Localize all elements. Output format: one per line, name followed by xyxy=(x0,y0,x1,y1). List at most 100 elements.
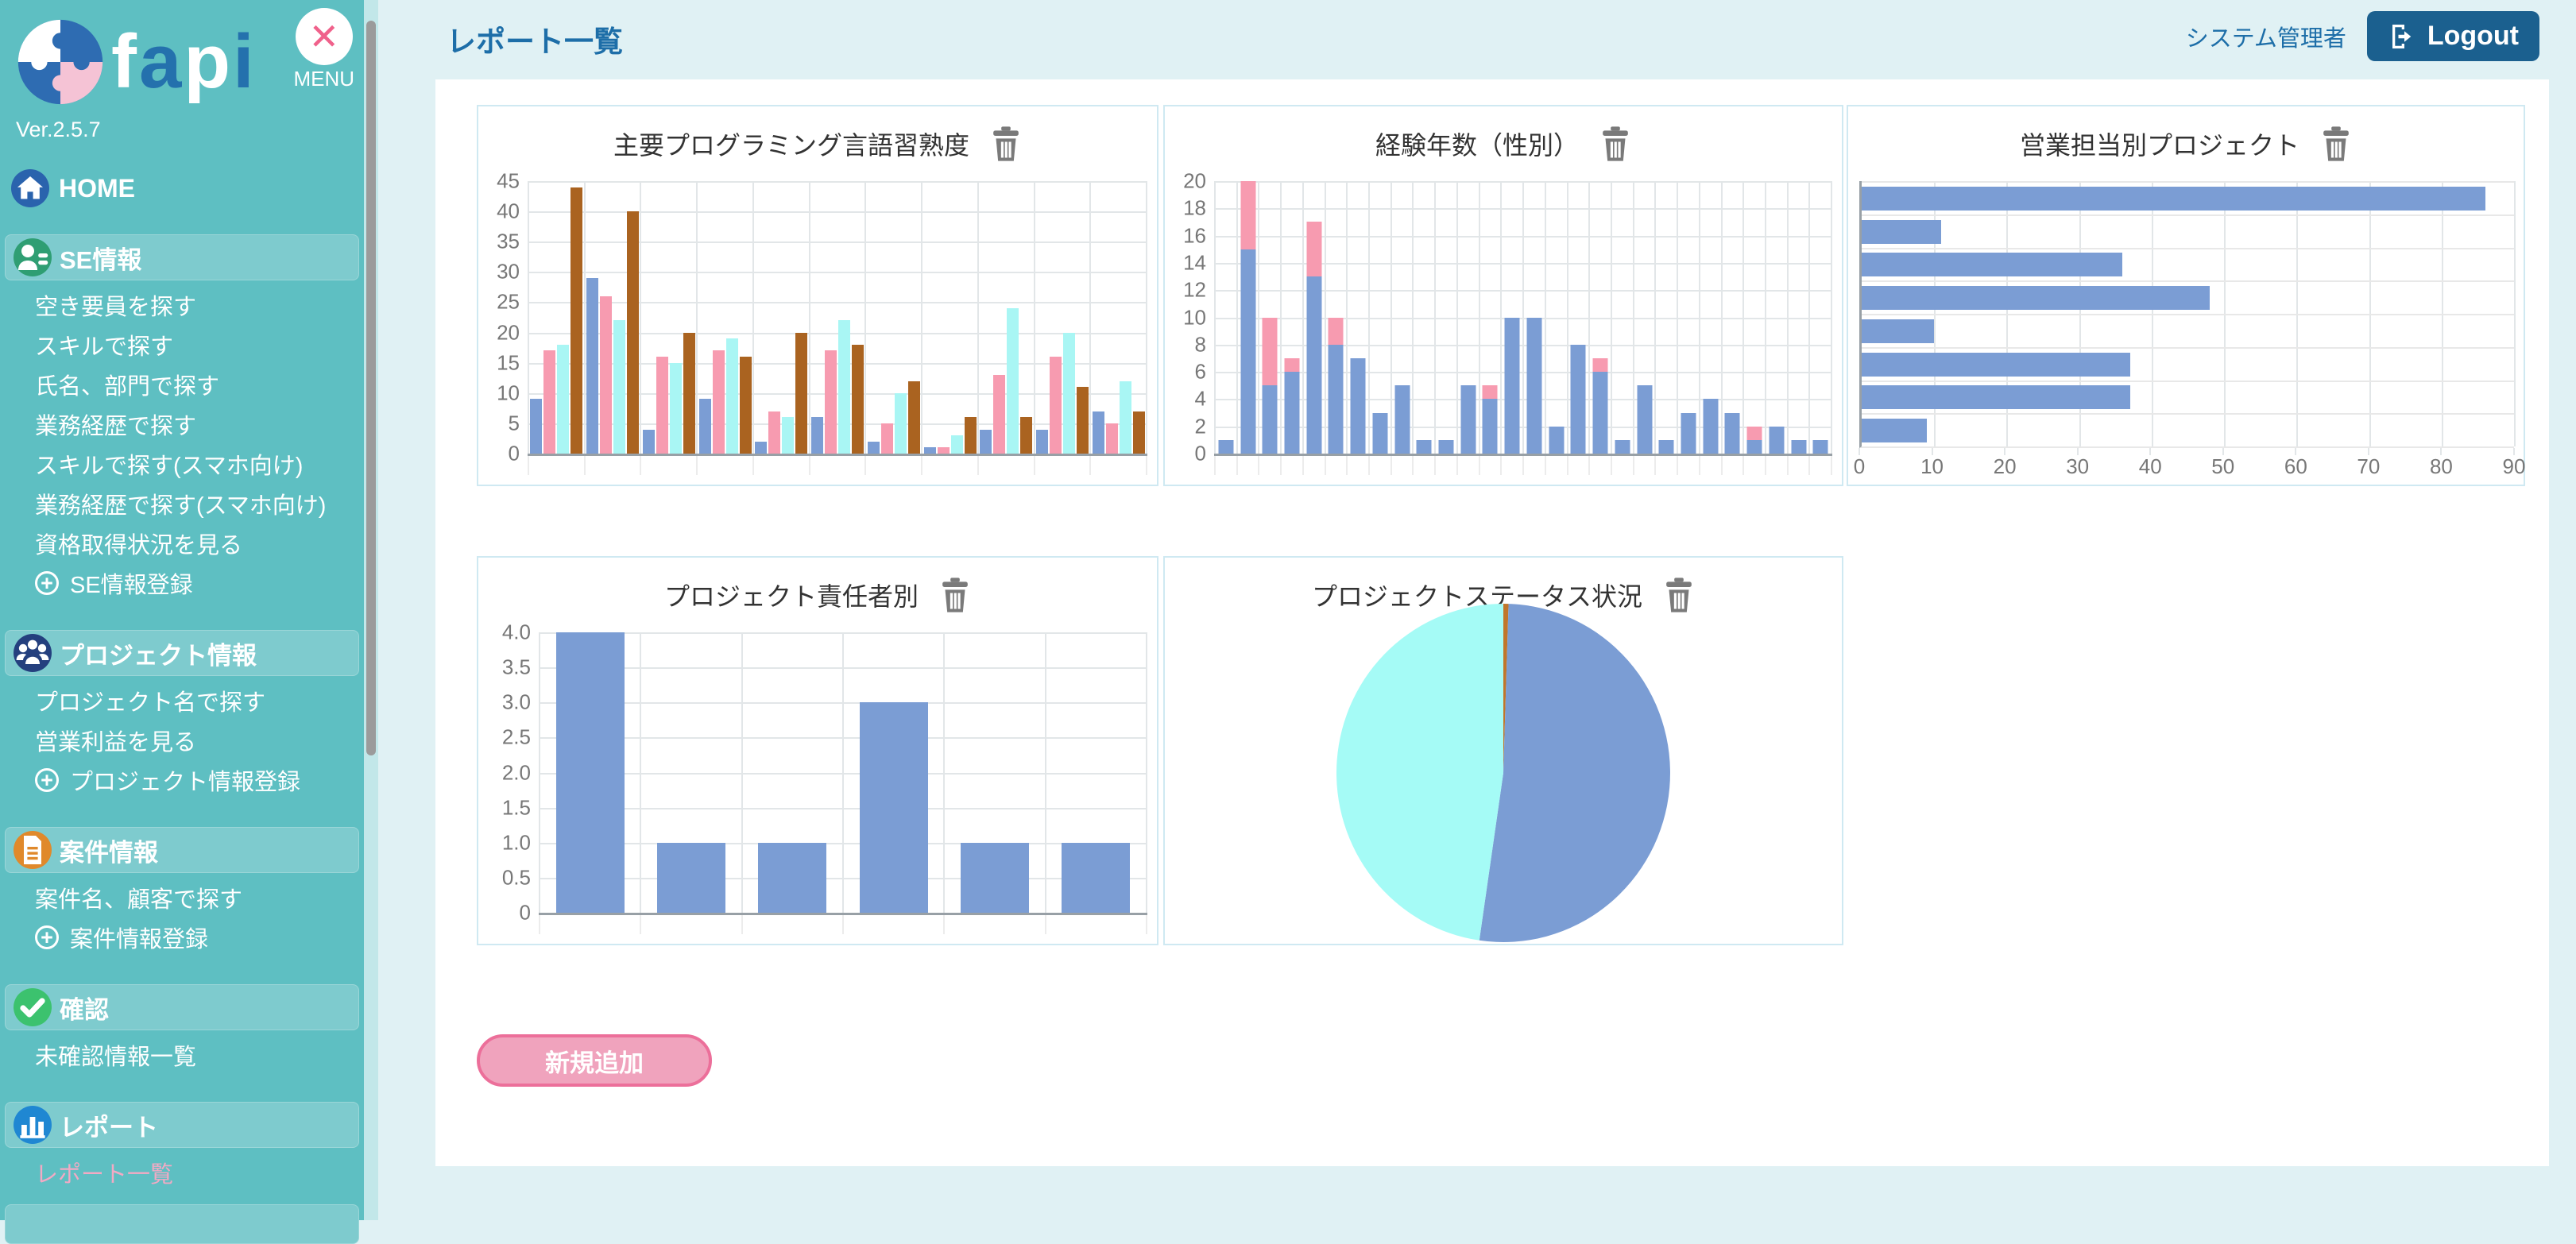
sidebar-item-label: 氏名、部門で探す xyxy=(35,368,219,401)
sidebar-item[interactable]: +SE情報登録 xyxy=(0,563,378,603)
sidebar-section-header-0[interactable]: SE情報 xyxy=(5,234,359,280)
tick-cell xyxy=(1765,456,1787,475)
tick-mark xyxy=(2004,448,2005,455)
sidebar-item[interactable]: スキルで探す(スマホ向け) xyxy=(0,444,378,484)
tick-cell xyxy=(1434,456,1456,475)
category-cell xyxy=(1434,181,1456,454)
bar-segment xyxy=(1263,385,1278,454)
stacked-bar xyxy=(1285,181,1300,454)
pie-chart[interactable] xyxy=(1336,604,1670,942)
sidebar-item[interactable]: 業務経歴で探す xyxy=(0,404,378,444)
bar xyxy=(768,411,780,454)
sidebar-item[interactable]: レポート一覧 xyxy=(0,1153,378,1192)
bar xyxy=(571,187,582,454)
stacked-bar xyxy=(1769,181,1784,454)
category-cell xyxy=(539,632,640,913)
document-icon xyxy=(14,831,52,869)
app-version: Ver.2.5.7 xyxy=(0,118,378,142)
sidebar-item[interactable]: +案件情報登録 xyxy=(0,918,378,957)
category-cell xyxy=(1045,632,1147,913)
category-cell xyxy=(1368,181,1390,454)
trash-icon[interactable] xyxy=(1599,126,1631,162)
sidebar: fapi ✕ MENU Ver.2.5.7 HOME SE情報空き要員を探すスキ… xyxy=(0,0,378,1220)
bar-segment xyxy=(1394,385,1410,454)
category-cell xyxy=(1214,181,1236,454)
bar xyxy=(908,381,920,454)
sidebar-section-2: 案件情報案件名、顧客で探す+案件情報登録 xyxy=(0,827,378,957)
x-tick-label: 40 xyxy=(2139,454,2162,479)
tick-cell xyxy=(1611,456,1633,475)
chart-project-status[interactable] xyxy=(1165,558,1842,944)
tick-mark xyxy=(2440,448,2442,455)
category-cell xyxy=(1412,181,1434,454)
sidebar-item-label: 案件情報登録 xyxy=(70,921,208,954)
bar-segment xyxy=(1439,440,1454,454)
category-cell xyxy=(584,181,640,454)
bar-segment xyxy=(1593,358,1608,372)
bar xyxy=(1063,333,1075,454)
category-cell xyxy=(864,181,921,454)
stacked-bar xyxy=(1372,181,1387,454)
sidebar-section-header-3[interactable]: 確認 xyxy=(5,984,359,1030)
pie-slice xyxy=(1336,604,1503,941)
bar xyxy=(1062,843,1130,913)
sidebar-item[interactable]: プロジェクト名で探す xyxy=(0,681,378,721)
stacked-bar xyxy=(1263,181,1278,454)
bar xyxy=(1120,381,1131,454)
logo-row: fapi ✕ MENU xyxy=(0,0,378,111)
menu-close-button[interactable]: ✕ MENU xyxy=(293,8,354,91)
bar-segment xyxy=(1329,318,1344,345)
sidebar-item-label: スキルで探す(スマホ向け) xyxy=(35,447,303,481)
bar xyxy=(713,350,725,454)
sidebar-section-header-1[interactable]: プロジェクト情報 xyxy=(5,630,359,676)
logout-button[interactable]: Logout xyxy=(2367,11,2539,61)
add-new-button[interactable]: 新規追加 xyxy=(477,1034,712,1087)
sidebar-item[interactable]: 未確認情報一覧 xyxy=(0,1035,378,1075)
y-tick-label: 10 xyxy=(1183,305,1206,330)
stacked-bar xyxy=(1417,181,1432,454)
y-tick-label: 2 xyxy=(1195,414,1206,438)
main-area: レポート一覧 システム管理者 Logout 主要プログラミング言語習熟度 xyxy=(378,0,2576,1220)
y-tick-label: 0.5 xyxy=(502,865,531,890)
sidebar-section-header-2[interactable]: 案件情報 xyxy=(5,827,359,873)
tick-cell xyxy=(584,456,640,475)
trash-icon[interactable] xyxy=(2320,126,2352,162)
sidebar-section-4: レポートレポート一覧 xyxy=(0,1102,378,1192)
pie-slice xyxy=(1479,604,1670,942)
sidebar-item[interactable]: 案件名、顧客で探す xyxy=(0,878,378,918)
sidebar-item[interactable]: 氏名、部門で探す xyxy=(0,365,378,404)
sidebar-item[interactable]: 資格取得状況を見る xyxy=(0,523,378,563)
category-cell xyxy=(977,181,1034,454)
sidebar-section-3: 確認未確認情報一覧 xyxy=(0,984,378,1075)
plus-circle-icon: + xyxy=(35,571,59,595)
sidebar-item[interactable]: 営業利益を見る xyxy=(0,721,378,760)
plus-circle-icon: + xyxy=(35,768,59,792)
sidebar-item[interactable]: 業務経歴で探す(スマホ向け) xyxy=(0,484,378,523)
sidebar-scrollbar-thumb[interactable] xyxy=(366,21,376,755)
sidebar-item[interactable]: +プロジェクト情報登録 xyxy=(0,760,378,800)
bar xyxy=(1093,411,1104,454)
chart-header: 経験年数（性別） xyxy=(1165,106,1842,168)
tick-cell xyxy=(528,456,584,475)
stacked-bar xyxy=(1483,181,1498,454)
chart-header: 主要プログラミング言語習熟度 xyxy=(478,106,1157,168)
x-tick-label: 0 xyxy=(1854,454,1865,479)
tick-cell xyxy=(1390,456,1413,475)
category-cell xyxy=(1089,181,1147,454)
sidebar-section-header-4[interactable]: レポート xyxy=(5,1102,359,1148)
tick-cell xyxy=(1633,456,1655,475)
sidebar-item-home[interactable]: HOME xyxy=(11,169,378,207)
sidebar-item[interactable]: 空き要員を探す xyxy=(0,285,378,325)
trash-icon[interactable] xyxy=(939,577,971,613)
tick-cell xyxy=(1346,456,1368,475)
x-tick-label: 10 xyxy=(1920,454,1944,479)
sidebar-item[interactable]: スキルで探す xyxy=(0,325,378,365)
trash-icon[interactable] xyxy=(990,126,1022,162)
tick-cell xyxy=(1721,456,1743,475)
